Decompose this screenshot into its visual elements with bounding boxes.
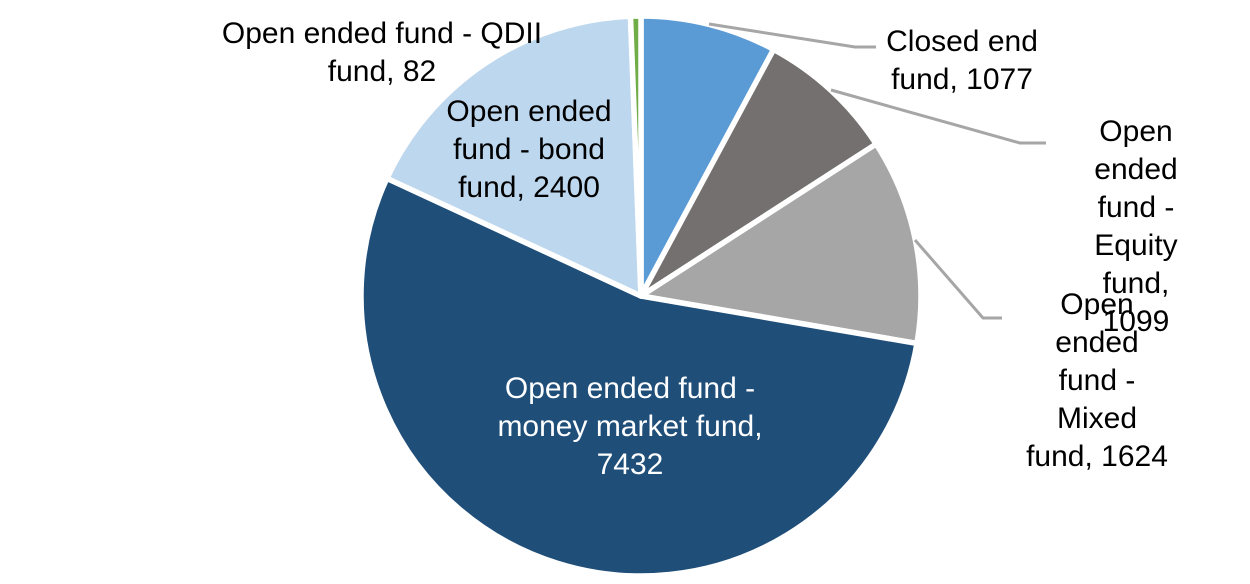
leader-line-closed-end-fund: [708, 22, 876, 49]
slice-label-closed-end-fund: Closed end fund, 1077: [886, 25, 1038, 96]
slice-label-equity-fund: Open ended fund - Equity fund, 1099: [1094, 115, 1178, 338]
slice-label-money-market-fund: Open ended fund - money market fund, 743…: [497, 372, 763, 481]
leader-line-mixed-fund: [913, 239, 1002, 320]
pie-slice-money-market-fund: [358, 175, 920, 579]
slice-label-mixed-fund: Open ended fund - Mixed fund, 1624: [1026, 288, 1168, 473]
leader-line-equity-fund: [830, 88, 1046, 145]
slice-label-qdii-fund: Open ended fund - QDII fund, 82: [221, 17, 543, 88]
pie-slice-bond-fund: [384, 13, 644, 299]
pie-slice-qdii-fund: [627, 13, 644, 299]
pie-slice-equity-fund: [638, 46, 879, 299]
pie-slices: [358, 13, 924, 579]
slice-label-bond-fund: Open ended fund - bond fund, 2400: [446, 95, 612, 204]
